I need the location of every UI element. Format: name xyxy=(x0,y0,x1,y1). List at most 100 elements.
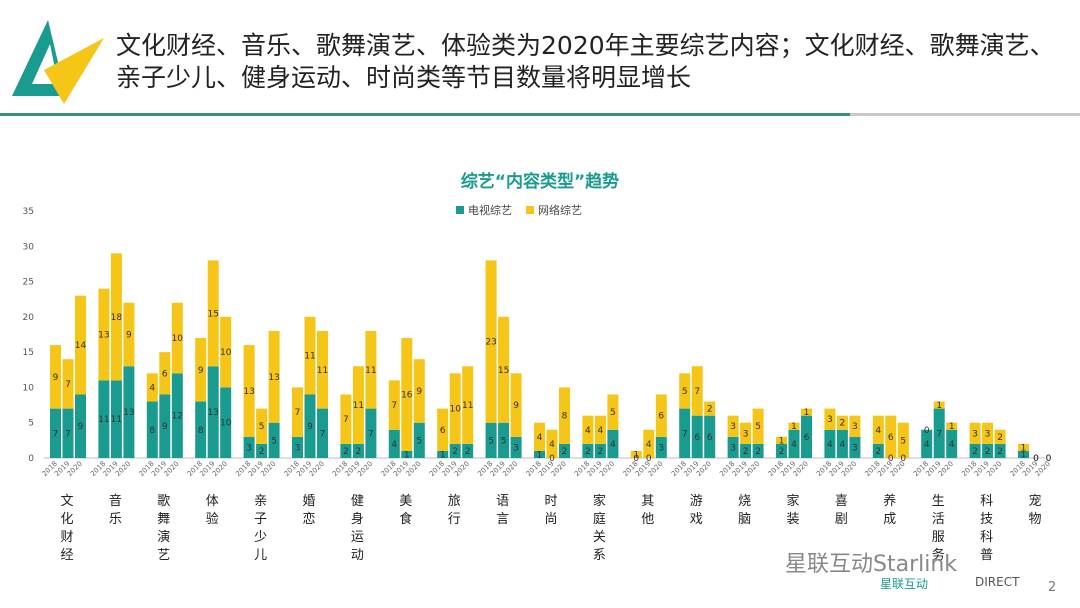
data-label-web: 9 xyxy=(53,373,59,383)
bar-web xyxy=(885,415,897,458)
data-label-tv: 4 xyxy=(610,440,616,450)
data-label-web: 1 xyxy=(804,408,810,418)
data-label-web: 3 xyxy=(972,429,978,439)
data-label-tv: 3 xyxy=(852,443,858,453)
y-tick-label: 20 xyxy=(23,313,35,323)
data-label-web: 8 xyxy=(562,412,568,422)
data-label-web: 10 xyxy=(172,334,184,344)
data-label-web: 3 xyxy=(852,422,858,432)
category-label: 财 xyxy=(60,530,73,545)
data-label-web: 4 xyxy=(598,426,604,436)
data-label-web: 7 xyxy=(295,408,301,418)
category-label: 关 xyxy=(593,530,606,545)
data-label-tv: 4 xyxy=(949,440,955,450)
data-label-web: 9 xyxy=(126,331,132,341)
bar-web xyxy=(98,288,110,381)
bar-tv xyxy=(340,443,352,458)
data-label-tv: 2 xyxy=(755,447,761,457)
data-label-web: 6 xyxy=(440,426,446,436)
data-label-web: 23 xyxy=(485,338,496,348)
data-label-tv: 2 xyxy=(259,447,265,457)
bar-tv xyxy=(365,408,377,458)
data-label-web: 5 xyxy=(682,387,688,397)
bar-tv xyxy=(727,436,739,458)
bar-tv xyxy=(498,422,510,458)
category-label: 成 xyxy=(883,512,896,527)
page-number: 2 xyxy=(1048,580,1057,595)
data-label-tv: 9 xyxy=(307,422,313,432)
category-label: 装 xyxy=(786,512,799,527)
category-label: 子 xyxy=(254,512,267,527)
bar-web xyxy=(982,422,994,444)
category-label: 喜 xyxy=(835,494,848,509)
category-label: 化 xyxy=(60,512,73,527)
data-label-web: 0 xyxy=(1046,454,1052,464)
data-label-tv: 1 xyxy=(1021,450,1027,460)
data-label-web: 11 xyxy=(304,352,315,362)
bar-tv xyxy=(801,415,812,458)
data-label-tv: 6 xyxy=(804,433,810,443)
data-label-web: 5 xyxy=(610,408,616,418)
data-label-tv: 6 xyxy=(694,433,700,443)
bar-web xyxy=(498,316,510,423)
bar-web xyxy=(994,429,1006,444)
bar-web xyxy=(946,422,958,430)
logo-triangle-yellow xyxy=(44,38,104,104)
data-label-web: 5 xyxy=(259,422,265,432)
data-label-tv: 10 xyxy=(220,419,232,429)
bar-tv xyxy=(75,394,86,458)
bar-tv xyxy=(994,443,1006,458)
bar-web xyxy=(594,415,606,444)
data-label-tv: 2 xyxy=(343,447,349,457)
category-label: 尚 xyxy=(544,512,557,527)
data-label-web: 10 xyxy=(449,405,461,415)
data-label-tv: 13 xyxy=(207,408,218,418)
category-label: 演 xyxy=(157,529,170,545)
data-label-web: 3 xyxy=(730,422,736,432)
bar-tv xyxy=(388,429,400,458)
data-label-web: 4 xyxy=(549,440,555,450)
brand-logo xyxy=(12,20,104,104)
data-label-tv: 3 xyxy=(246,443,252,453)
data-label-web: 18 xyxy=(111,313,123,323)
bar-web xyxy=(510,373,522,437)
data-label-tv: 2 xyxy=(452,447,458,457)
category-label: 生 xyxy=(932,494,945,509)
data-label-tv: 2 xyxy=(743,447,749,457)
bar-tv xyxy=(98,380,110,458)
bar-web xyxy=(740,422,752,444)
bar-web xyxy=(75,295,86,395)
y-tick-label: 25 xyxy=(23,278,34,288)
bar-tv xyxy=(534,450,545,458)
y-tick-label: 35 xyxy=(23,207,34,217)
bar-web xyxy=(801,408,812,416)
data-label-tv: 5 xyxy=(488,436,494,446)
data-label-web: 5 xyxy=(900,436,906,446)
bar-tv xyxy=(836,429,848,458)
slide-title: 文化财经、音乐、歌舞演艺、体验类为2020年主要综艺内容；文化财经、歌舞演艺、亲… xyxy=(116,31,1055,92)
bar-tv xyxy=(607,429,619,458)
category-label: 音 xyxy=(109,493,122,509)
bar-tv xyxy=(62,408,74,458)
bar-web xyxy=(365,330,377,409)
data-label-tv: 2 xyxy=(997,447,1003,457)
category-label: 少 xyxy=(254,530,267,545)
data-label-tv: 4 xyxy=(924,440,930,450)
bar-web xyxy=(62,359,74,409)
bar-tv xyxy=(788,429,800,458)
bar-tv xyxy=(1018,450,1029,458)
bar-tv xyxy=(679,408,691,458)
legend-label-web: 网络综艺 xyxy=(538,203,582,217)
data-label-tv: 1 xyxy=(537,450,543,460)
legend-label-tv: 电视综艺 xyxy=(468,203,512,217)
data-label-web: 4 xyxy=(149,383,155,393)
data-label-web: 1 xyxy=(1021,443,1027,453)
data-label-tv: 13 xyxy=(123,408,134,418)
category-label: 物 xyxy=(1028,512,1041,527)
data-label-web: 9 xyxy=(416,387,422,397)
bar-web xyxy=(256,408,268,444)
data-label-tv: 7 xyxy=(320,429,326,439)
category-label: 言 xyxy=(496,512,509,527)
category-label: 婚 xyxy=(302,494,315,509)
